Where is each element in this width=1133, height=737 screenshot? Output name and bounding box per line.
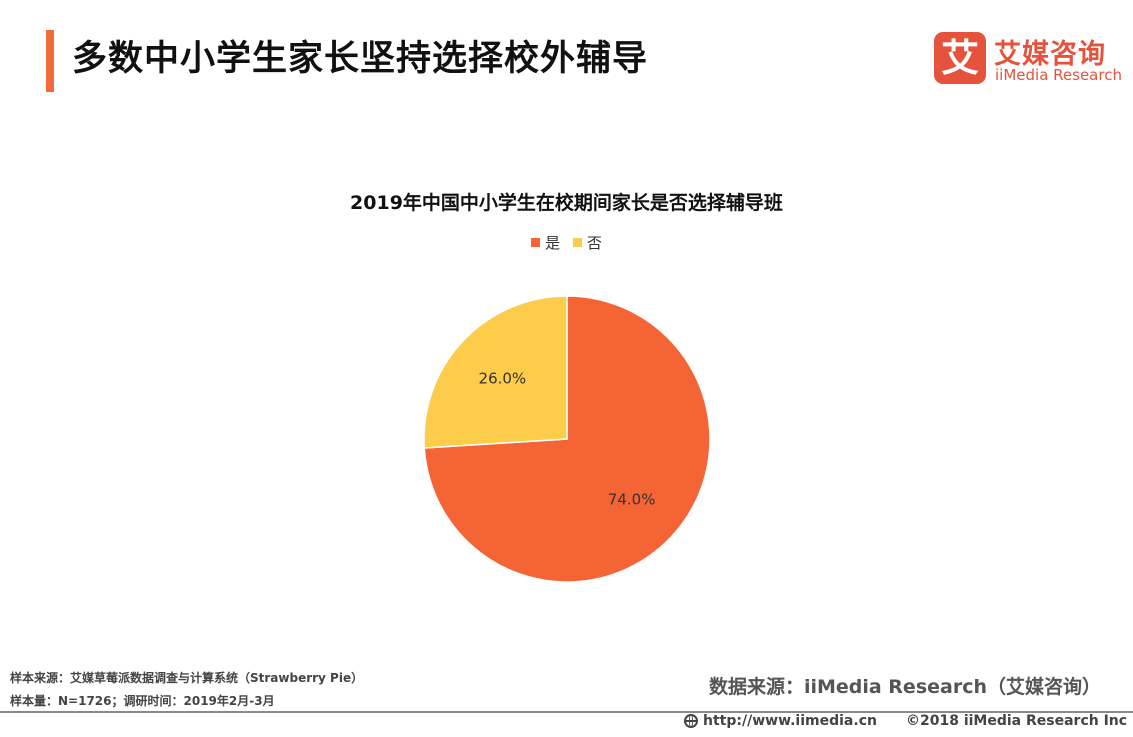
footer-copyright: ©2018 iiMedia Research Inc [906,713,1128,729]
logo-name-en: iiMedia Research [995,66,1122,84]
data-label-yes: 74.0% [608,491,656,509]
legend-swatch-yes [531,238,541,247]
legend-item-no: 否 [572,232,602,253]
chart-legend: 是 否 [0,232,1133,253]
logo-name-cn: 艾媒咨询 [994,39,1106,70]
globe-icon [684,714,698,728]
legend-swatch-no [572,238,582,247]
title-accent-bar [46,30,54,92]
legend-label-yes: 是 [545,234,561,252]
logo: 艾 艾媒咨询 iiMedia Research [934,32,1124,86]
legend-item-yes: 是 [531,232,560,253]
sample-size-note: 样本量：N=1726；调研时间：2019年2月-3月 [10,694,275,708]
sample-source-note: 样本来源：艾媒草莓派数据调查与计算系统（Strawberry Pie） [10,671,364,685]
logo-mark: 艾 [934,32,986,84]
chart-title: 2019年中国中小学生在校期间家长是否选择辅导班 [350,192,783,214]
footer-divider [0,711,1133,713]
footer-url-text: http://www.iimedia.cn [703,713,877,729]
pie-slice-no [423,295,568,449]
footer-url[interactable]: http://www.iimedia.cn [684,713,877,729]
legend-label-no: 否 [586,234,602,252]
page-title: 多数中小学生家长坚持选择校外辅导 [72,39,649,79]
data-label-no: 26.0% [479,369,527,387]
data-source: 数据来源：iiMedia Research（艾媒咨询） [708,676,1101,698]
